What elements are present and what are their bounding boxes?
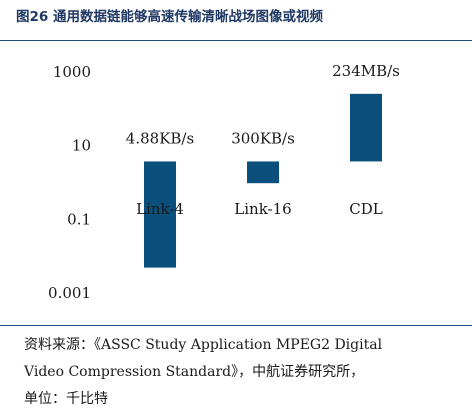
y-tick-labels: 1000 10 0.1 0.001 [48,63,91,302]
category-label-cdl: CDL [349,200,383,218]
category-label-link-16: Link-16 [234,200,291,218]
data-label-cdl: 234MB/s [332,62,400,80]
category-label-link-4: Link-4 [136,200,184,218]
category-labels: Link-4 Link-16 CDL [136,200,383,218]
y-tick-label: 1000 [53,63,91,81]
bar-cdl [350,93,382,162]
y-tick-label: 10 [72,137,91,155]
top-rule [0,40,472,41]
data-label-link-4: 4.88KB/s [126,129,194,147]
bar-link-16 [247,161,279,184]
bar-link-4 [144,161,176,268]
bar-chart: 1000 10 0.1 0.001 Link-4 Link-16 CDL 4.88KB/s… [48,62,400,302]
data-label-link-16: 300KB/s [231,129,295,147]
unit-line: 单位：千比特 [24,391,108,407]
y-tick-label: 0.1 [67,210,91,228]
y-tick-label: 0.001 [48,284,91,302]
source-line-1: 资料来源：《ASSC Study Application MPEG2 Digit… [24,337,383,353]
figure-title: 图26 通用数据链能够高速传输清晰战场图像或视频 [16,9,323,25]
source-line-2: Video Compression Standard》，中航证券研究所， [24,364,365,380]
data-labels: 4.88KB/s 300KB/s 234MB/s [126,62,400,148]
bottom-rule [0,325,472,326]
bars [144,93,382,268]
source-note: 资料来源：《ASSC Study Application MPEG2 Digit… [24,332,454,413]
